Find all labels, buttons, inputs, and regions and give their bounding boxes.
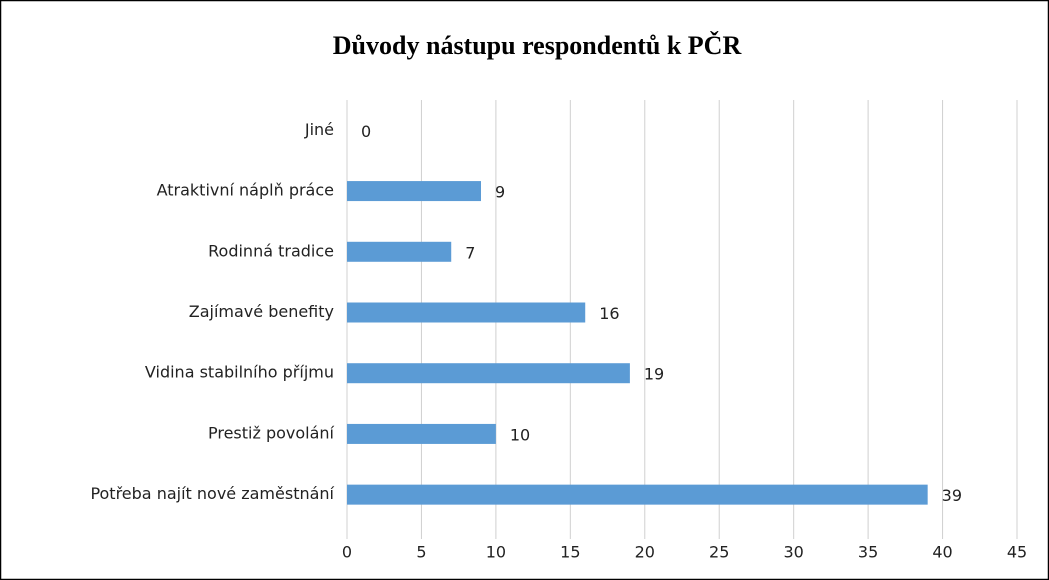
bar (347, 484, 928, 505)
value-label: 19 (644, 365, 664, 384)
y-tick-label: Prestiž povolání (208, 423, 335, 442)
value-label: 9 (495, 183, 505, 202)
x-tick-label: 45 (1007, 543, 1027, 562)
bar (347, 241, 452, 262)
bar (347, 302, 586, 323)
x-tick-label: 40 (932, 543, 952, 562)
x-tick-label: 35 (858, 543, 878, 562)
value-label: 0 (361, 122, 371, 141)
bar (347, 363, 630, 384)
bar (347, 423, 496, 444)
x-tick-label: 30 (783, 543, 803, 562)
value-label: 16 (599, 304, 619, 323)
x-tick-label: 10 (486, 543, 506, 562)
bar (347, 181, 481, 202)
x-tick-label: 20 (635, 543, 655, 562)
y-tick-label: Atraktivní náplň práce (157, 181, 334, 200)
x-tick-label: 5 (416, 543, 426, 562)
chart-title: Důvody nástupu respondentů k PČR (333, 31, 742, 60)
y-tick-label: Potřeba najít nové zaměstnání (90, 484, 334, 503)
value-label: 39 (942, 486, 962, 505)
y-tick-label: Vidina stabilního příjmu (145, 363, 334, 382)
y-tick-label: Rodinná tradice (208, 241, 334, 260)
x-tick-label: 0 (342, 543, 352, 562)
x-tick-label: 25 (709, 543, 729, 562)
x-tick-label: 15 (560, 543, 580, 562)
value-label: 7 (465, 243, 475, 262)
y-tick-label: Jiné (304, 120, 334, 139)
y-tick-label: Zajímavé benefity (189, 302, 334, 321)
value-label: 10 (510, 425, 530, 444)
